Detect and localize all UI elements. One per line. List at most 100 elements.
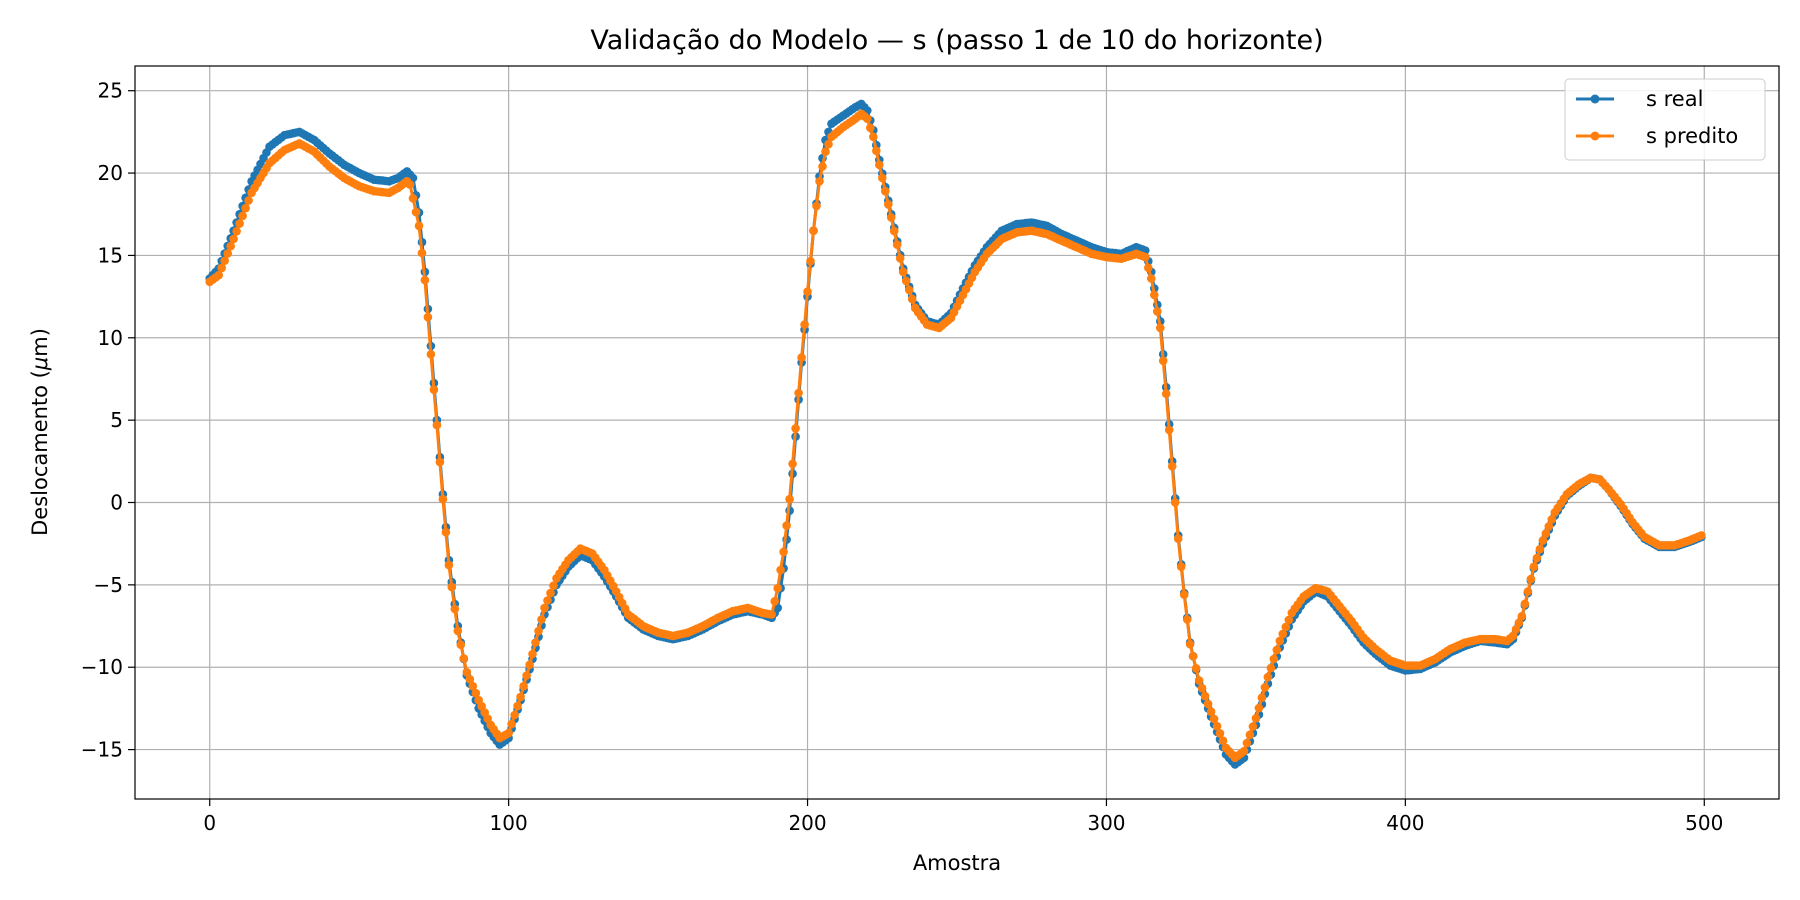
s-predito-point: [776, 565, 785, 575]
s-predito-point: [1161, 389, 1171, 399]
s-predito-point: [809, 226, 818, 235]
s-predito-point: [1209, 714, 1219, 724]
s-predito-point: [886, 213, 896, 222]
x-tick-label: 300: [1087, 811, 1125, 835]
s-predito-point: [217, 263, 226, 273]
s-predito-point: [435, 457, 445, 467]
s-predito-point: [546, 588, 555, 598]
s-predito-point: [782, 521, 791, 530]
s-predito-point: [220, 256, 229, 266]
s-predito-point: [824, 139, 833, 149]
legend-label-s-predito: s predito: [1646, 124, 1738, 148]
s-predito-point: [516, 692, 525, 702]
s-predito-point: [229, 234, 238, 244]
s-predito-point: [1212, 721, 1222, 731]
s-predito-point: [1281, 622, 1291, 632]
s-predito-point: [1697, 531, 1706, 540]
s-predito-point: [244, 196, 253, 205]
s-predito-point: [1150, 290, 1159, 300]
y-tick-label: −15: [81, 738, 123, 762]
s-predito-point: [863, 114, 872, 123]
s-predito-point: [892, 240, 902, 249]
s-predito-point: [1529, 562, 1539, 571]
s-predito-point: [785, 494, 794, 504]
y-tick-label: −5: [94, 573, 123, 597]
s-predito-point: [791, 424, 800, 433]
s-predito-point: [767, 610, 776, 619]
s-predito-point: [1170, 498, 1180, 507]
s-predito-point: [1517, 611, 1527, 621]
y-tick-label: 20: [98, 161, 123, 185]
s-predito-point: [1158, 356, 1168, 366]
y-axis-label-unit: m): [28, 328, 52, 357]
s-predito-point: [779, 547, 788, 557]
s-predito-point: [405, 180, 415, 189]
s-real-point: [773, 603, 782, 613]
s-predito-point: [1173, 534, 1183, 543]
grid: [135, 66, 1779, 799]
s-predito-point: [537, 615, 546, 624]
x-tick-label: 100: [490, 811, 528, 835]
s-predito-point: [1182, 615, 1192, 624]
y-tick-label: −10: [81, 655, 123, 679]
s-predito-point: [1203, 699, 1213, 709]
s-predito-point: [528, 649, 537, 659]
y-axis-ticks: −15 −10 −5 0 5 10 15 20 25: [81, 79, 135, 762]
s-predito-point: [1197, 683, 1207, 693]
s-predito-point: [468, 681, 478, 691]
s-predito-point: [904, 285, 914, 295]
x-axis-ticks: 0 100 200 300 400 500: [203, 799, 1723, 835]
s-predito-point: [788, 459, 797, 469]
s-predito-point: [1514, 618, 1524, 628]
s-predito-point: [1541, 529, 1551, 538]
s-predito-point: [884, 200, 893, 209]
y-tick-label: 15: [98, 243, 123, 267]
s-predito-point: [543, 596, 552, 605]
s-predito-point: [1215, 729, 1225, 738]
s-predito-point: [522, 671, 531, 680]
s-predito-point: [1535, 544, 1545, 554]
x-tick-label: 500: [1685, 811, 1723, 835]
s-predito-point: [1164, 425, 1174, 435]
chart-title: Validação do Modelo — s (passo 1 de 10 d…: [590, 25, 1323, 56]
series-s-predito: [205, 109, 1706, 763]
legend: s real s predito: [1564, 78, 1766, 161]
s-predito-point: [1532, 553, 1542, 563]
s-predito-point: [869, 132, 878, 142]
s-predito-point: [1242, 738, 1252, 748]
s-predito-point: [1248, 722, 1258, 731]
s-predito-point: [453, 626, 463, 636]
s-predito-point: [531, 638, 540, 647]
s-predito-point: [1156, 323, 1165, 333]
s-predito-point: [444, 560, 454, 570]
s-predito-point: [1508, 631, 1518, 641]
s-predito-point: [423, 312, 433, 322]
s-predito-point: [504, 728, 513, 738]
s-predito-point: [1141, 252, 1150, 262]
y-tick-label: 10: [98, 326, 123, 350]
s-predito-point: [238, 211, 247, 221]
s-predito-point: [411, 207, 421, 217]
s-predito-point: [815, 177, 824, 186]
s-predito-point: [432, 420, 442, 430]
s-predito-point: [1245, 730, 1255, 740]
s-predito-point: [773, 583, 782, 593]
s-predito-point: [1179, 590, 1189, 599]
s-predito-point: [1544, 522, 1554, 531]
s-predito-point: [1284, 615, 1294, 625]
s-predito-point: [812, 201, 821, 211]
s-predito-point: [241, 203, 250, 213]
s-predito-point: [447, 582, 457, 592]
s-predito-point: [806, 256, 815, 266]
s-predito-point: [1538, 536, 1548, 545]
s-predito-point: [549, 581, 558, 590]
s-predito-point: [1254, 703, 1264, 713]
s-predito-point: [889, 226, 899, 236]
s-predito-point: [462, 667, 472, 677]
s-predito-point: [803, 287, 812, 297]
s-predito-point: [800, 320, 809, 329]
s-predito-point: [540, 603, 549, 613]
s-predito-point: [226, 241, 235, 251]
s-predito-point: [1239, 746, 1249, 756]
